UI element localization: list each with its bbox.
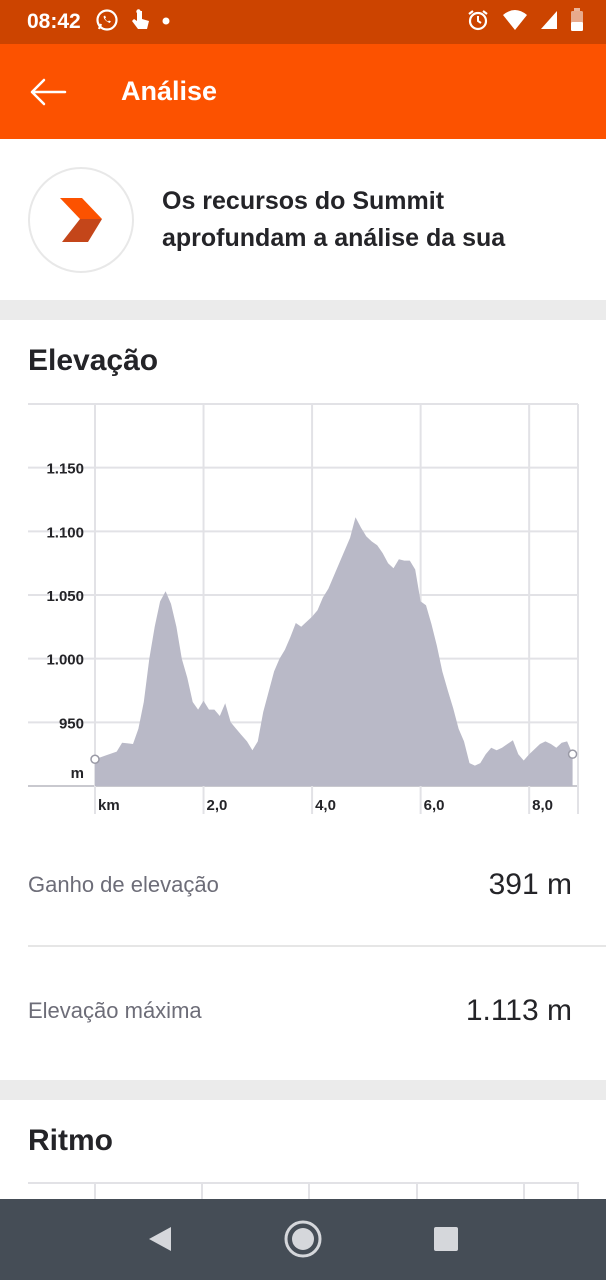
y-tick-label: 950 [59,715,84,732]
section-divider [0,300,606,320]
elevation-area [95,517,573,786]
max-elevation-label: Elevação máxima [28,998,202,1023]
x-tick-label: 8,0 [532,797,553,814]
row-divider [28,945,606,947]
elevation-gain-label: Ganho de elevação [28,872,219,897]
circle-home-icon [284,1220,322,1258]
start-point-marker [90,754,100,765]
nav-back-button[interactable] [140,1219,180,1259]
wifi-icon [502,9,528,36]
nav-home-button[interactable] [282,1218,324,1260]
pace-chart-preview [28,1182,579,1202]
pace-title: Ritmo [28,1124,113,1157]
end-point-marker [567,749,578,759]
nav-recents-button[interactable] [426,1219,466,1259]
page-title: Análise [121,76,218,106]
x-tick-label: 4,0 [315,797,336,814]
summit-logo [28,166,134,273]
dot-icon [161,13,171,31]
x-axis-unit: km [98,797,120,814]
y-tick-label: 1.000 [46,652,84,669]
y-tick-label: 1.050 [46,588,84,605]
square-recents-icon [434,1227,458,1251]
elevation-gain-value: 391 m [488,868,572,901]
x-tick-label: 2,0 [207,797,228,814]
max-elevation-row: Elevação máxima 1.113 m [28,948,606,1074]
y-tick-label: 1.100 [46,524,84,541]
touch-icon [129,8,151,37]
status-time: 08:42 [27,10,81,33]
max-elevation-value: 1.113 m [465,994,572,1027]
pace-section: Ritmo [0,1100,606,1202]
promo-text: Os recursos do Summit aprofundam a análi… [162,186,506,252]
arrow-left-icon [30,78,67,105]
back-button[interactable] [28,72,68,112]
elevation-gain-row: Ganho de elevação 391 m [28,822,606,948]
elevation-section: Elevação 950 1.000 1.050 1.100 1.150 m 2,0 4,0 6… [0,320,606,1080]
app-bar: Análise [0,44,606,139]
whatsapp-icon [95,8,119,37]
y-tick-label: 1.150 [46,461,84,478]
y-axis-unit: m [71,765,84,782]
battery-icon [570,7,584,37]
x-tick-label: 6,0 [424,797,445,814]
alarm-icon [466,8,490,37]
status-bar: 08:42 [0,0,606,44]
elevation-title: Elevação [28,344,159,377]
summit-chevron-icon [60,197,102,242]
elevation-chart: 950 1.000 1.050 1.100 1.150 m 2,0 4,0 6,0 8,0 km [28,403,579,814]
triangle-back-icon [149,1227,171,1251]
signal-icon [540,10,558,35]
section-divider [0,1080,606,1100]
system-nav-bar [0,1199,606,1280]
summit-promo-banner[interactable]: Os recursos do Summit aprofundam a análi… [0,139,606,300]
